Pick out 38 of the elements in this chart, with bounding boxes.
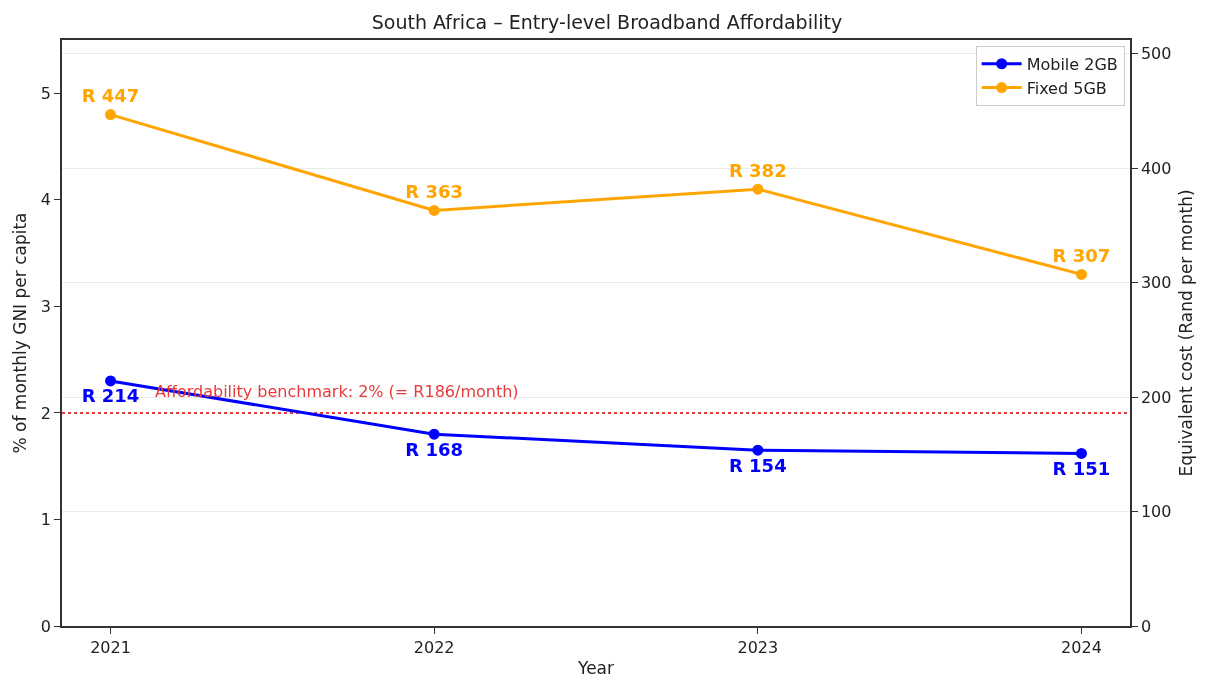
x-tick-label: 2023 [737,637,779,657]
y2-tick-label: 400 [1140,158,1172,178]
point [752,183,764,195]
data-label: R 168 [405,438,464,460]
x-tick-label: 2022 [413,637,455,657]
point [1075,268,1087,280]
point [752,444,764,456]
point [428,204,440,216]
y2-tick-label: 200 [1140,387,1172,407]
chart-title: South Africa – Entry-level Broadband Affordability [371,10,843,33]
data-label: R 154 [728,454,787,476]
point [105,109,117,121]
data-label: R 382 [728,159,787,181]
data-label: R 447 [81,85,140,107]
data-label: R 214 [81,385,140,407]
y-tick-label: 0 [40,616,52,636]
point [428,428,440,440]
y2-tick-label: 300 [1140,273,1172,293]
y-tick-label: 4 [40,190,52,210]
y-tick-label: 3 [40,296,52,316]
legend-label: Fixed 5GB [1026,78,1107,98]
x-tick-label: 2021 [90,637,131,657]
x-axis-title: Year [577,657,614,678]
point [1075,447,1087,459]
y2-tick-label: 100 [1140,502,1172,522]
y2-axis-title: Equivalent cost (Rand per month) [1176,189,1197,477]
y-axis-title: % of monthly GNI per capita [9,212,30,454]
y2-tick-label: 0 [1140,616,1152,636]
x-tick-label: 2024 [1061,637,1102,657]
point [105,375,117,387]
y2-tick-label: 500 [1140,44,1172,64]
y-tick-label: 2 [40,403,52,423]
data-label: R 151 [1052,457,1111,479]
y-tick-label: 5 [40,83,52,103]
data-label: R 363 [405,181,464,203]
data-label: R 307 [1052,245,1111,267]
y-tick-label: 1 [40,510,52,530]
legend-label: Mobile 2GB [1026,55,1118,74]
